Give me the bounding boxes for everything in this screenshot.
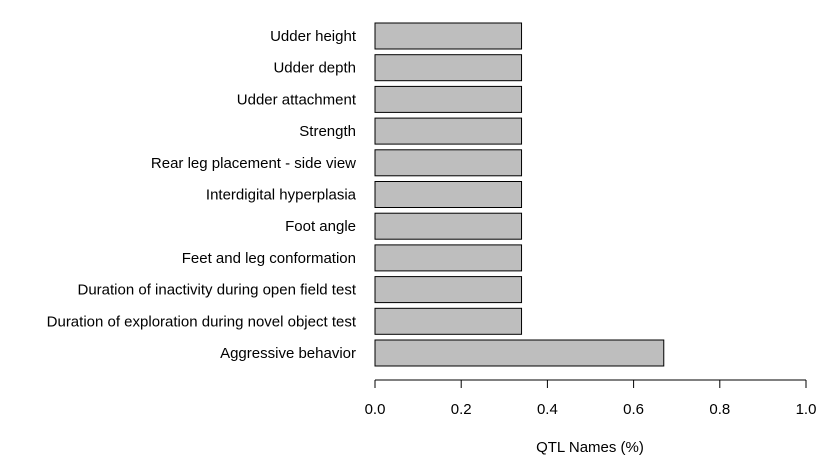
bar	[374, 22, 523, 50]
bar	[374, 181, 523, 208]
bar	[374, 276, 523, 304]
category-label: Feet and leg conformation	[182, 250, 356, 267]
category-label: Udder attachment	[237, 91, 357, 108]
category-label: Strength	[299, 123, 356, 140]
category-label: Rear leg placement - side view	[151, 155, 356, 172]
bars-group	[374, 22, 665, 367]
category-label: Duration of exploration during novel obj…	[47, 313, 357, 330]
bar	[374, 339, 665, 367]
x-axis-title: QTL Names (%)	[536, 439, 644, 456]
bar	[374, 244, 523, 272]
category-label: Duration of inactivity during open field…	[78, 282, 357, 299]
bar	[374, 54, 523, 82]
x-tick-label: 0.4	[537, 401, 558, 418]
bar	[374, 212, 523, 240]
category-label: Foot angle	[285, 218, 356, 235]
bar	[374, 307, 523, 335]
x-axis: 0.0 0.2 0.4 0.6 0.8 1.0	[365, 379, 817, 418]
bar	[374, 85, 523, 113]
category-labels: Udder height Udder depth Udder attachment S…	[47, 28, 357, 362]
category-label: Udder depth	[273, 60, 356, 77]
category-label: Udder height	[270, 28, 357, 45]
x-tick-label: 0.0	[365, 401, 386, 418]
category-label: Interdigital hyperplasia	[206, 187, 357, 204]
x-tick-label: 0.6	[623, 401, 644, 418]
category-label: Aggressive behavior	[220, 345, 356, 362]
bar	[374, 117, 523, 145]
bar	[374, 149, 523, 177]
x-tick-label: 0.8	[709, 401, 730, 418]
x-tick-label: 0.2	[451, 401, 472, 418]
x-tick-label: 1.0	[796, 401, 817, 418]
